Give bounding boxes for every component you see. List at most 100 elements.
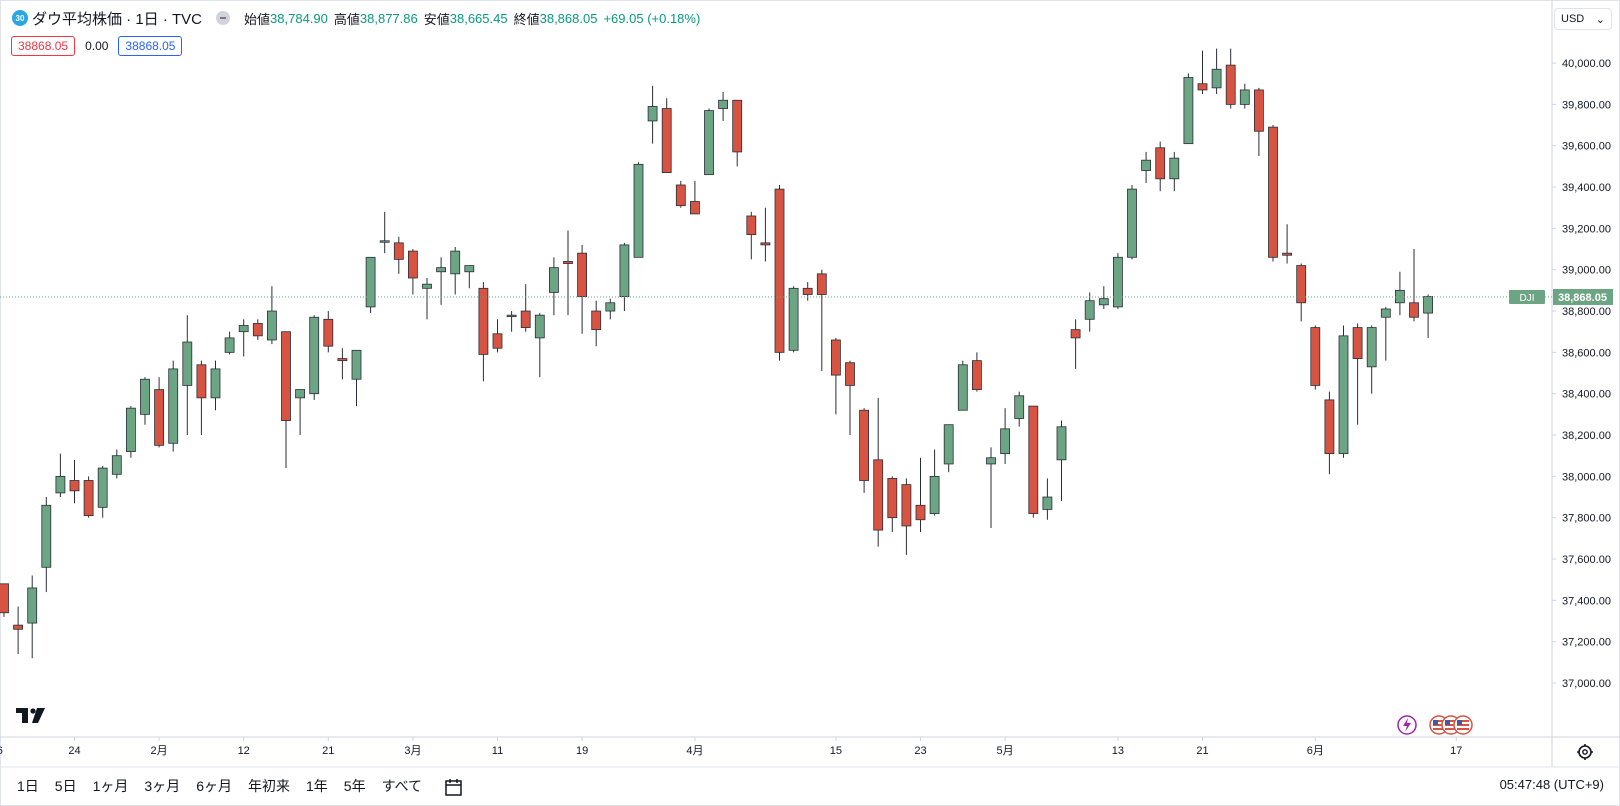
candle-down [760, 242, 771, 246]
symbol-tag-bg [1509, 289, 1545, 304]
candle-up [379, 240, 390, 243]
candle-up [1366, 327, 1377, 368]
spread-value: 0.00 [85, 39, 109, 53]
candle-down [0, 583, 9, 614]
candle-up [1395, 289, 1405, 304]
period-5y-button[interactable]: 5年 [343, 777, 366, 794]
period-3m-button[interactable]: 3ヶ月 [144, 777, 181, 794]
candle-up [97, 467, 108, 508]
candle-down [323, 318, 334, 347]
candle-up [1169, 157, 1180, 180]
candle-up [309, 316, 320, 395]
clock-timezone[interactable]: 05:47:48 (UTC+9) [1499, 777, 1604, 792]
candle-down [154, 389, 165, 446]
candle-up [605, 302, 616, 312]
close-label: 終値 [513, 11, 540, 27]
time-tick-label: 2月 [151, 745, 168, 757]
candle-up [224, 337, 235, 353]
chevron-down-icon: ⌄ [1595, 13, 1605, 26]
period-1m-button[interactable]: 1ヶ月 [92, 777, 129, 794]
candle-up [238, 325, 249, 333]
candle-up [1141, 159, 1151, 171]
candle-up [422, 283, 432, 289]
candle-up [1127, 188, 1137, 258]
time-tick-label: 11 [492, 745, 503, 757]
candle-up [140, 378, 150, 415]
time-tick-label: 21 [1196, 745, 1208, 757]
candle-down [337, 358, 348, 362]
candle-up [1380, 308, 1391, 318]
candle-up [943, 424, 954, 465]
price-tick-label: 40,000.00 [1562, 58, 1611, 70]
buy-price-button[interactable]: 38868.05 [118, 36, 183, 56]
price-tick-label: 39,400.00 [1562, 182, 1611, 194]
candle-down [1070, 329, 1081, 339]
sell-price-button[interactable]: 38868.05 [11, 36, 76, 56]
candle-down [577, 252, 587, 297]
candle-up [1211, 68, 1222, 89]
tradingview-logo-icon[interactable] [16, 708, 46, 729]
candle-up [111, 455, 122, 475]
candle-up [126, 407, 136, 452]
period-5d-button[interactable]: 5日 [54, 777, 77, 794]
candle-up [1183, 77, 1194, 145]
price-tick-label: 38,600.00 [1562, 347, 1611, 359]
candle-down [1268, 126, 1278, 258]
candle-up [788, 287, 799, 351]
candle-down [13, 624, 24, 630]
candle-up [210, 368, 221, 399]
low-label: 安値 [423, 11, 450, 27]
candle-down [69, 480, 80, 492]
candle-up [647, 106, 658, 122]
candle-down [1028, 405, 1039, 514]
currency-select[interactable]: USD ⌄ [1554, 8, 1612, 30]
economic-events[interactable] [1396, 714, 1480, 736]
candle-up [41, 504, 52, 568]
candle-up [1239, 89, 1250, 105]
price-axis[interactable]: 37,000.00 37,200.00 37,400.00 37,600.00 37,8… [1551, 0, 1611, 767]
candle-up [266, 310, 277, 341]
high-label: 高値 [333, 11, 360, 27]
candle-up [718, 99, 728, 109]
lightning-icon[interactable] [1396, 714, 1428, 736]
visibility-toggle-icon[interactable] [216, 11, 231, 25]
us-flag-icon[interactable] [1428, 714, 1480, 736]
period-1y-button[interactable]: 1年 [305, 777, 328, 794]
symbol-tag-label: DJI [1520, 293, 1535, 304]
price-tick-label: 37,000.00 [1562, 678, 1611, 690]
time-axis[interactable]: 6 24 2月 12 21 3月 11 19 4月 15 23 5月 13 21 6月 17 [0, 736, 1620, 768]
candle-down [196, 364, 207, 399]
candle-down [1409, 302, 1419, 318]
candle-down [774, 188, 785, 353]
candle-up [1084, 300, 1095, 320]
candle-down [1155, 147, 1166, 180]
calendar-range-icon[interactable] [444, 777, 462, 796]
time-tick-label: 13 [1112, 745, 1124, 757]
candle-up [351, 349, 362, 380]
candle-down [901, 484, 912, 527]
open-label: 始値 [244, 11, 271, 27]
candle-down [1282, 252, 1292, 256]
candle-down [845, 362, 855, 386]
period-6m-button[interactable]: 6ヶ月 [196, 777, 232, 794]
candle-up [1338, 335, 1349, 455]
candle-down [252, 323, 263, 337]
symbol-title[interactable]: ダウ平均株価 · 1日 · TVC [32, 10, 203, 28]
price-tick-label: 37,400.00 [1562, 595, 1611, 607]
price-tick-label: 39,600.00 [1562, 141, 1611, 153]
price-tick-label: 39,000.00 [1562, 265, 1611, 277]
candle-up [1113, 256, 1123, 308]
candle-up [619, 244, 630, 297]
settings-gear-icon[interactable] [1576, 743, 1594, 766]
period-all-button[interactable]: すべて [381, 777, 423, 794]
candle-up [1000, 428, 1010, 455]
candle-down [1296, 265, 1307, 304]
symbol-legend: 30 ダウ平均株価 · 1日 · TVC 始値 38,784.90 高値 38,… [12, 8, 706, 28]
candle-down [972, 360, 982, 390]
time-tick-label: 6 [0, 745, 3, 757]
time-tick-label: 23 [914, 745, 926, 757]
candle-down [83, 480, 94, 517]
period-ytd-button[interactable]: 年初来 [247, 777, 290, 794]
period-1d-button[interactable]: 1日 [17, 777, 39, 794]
